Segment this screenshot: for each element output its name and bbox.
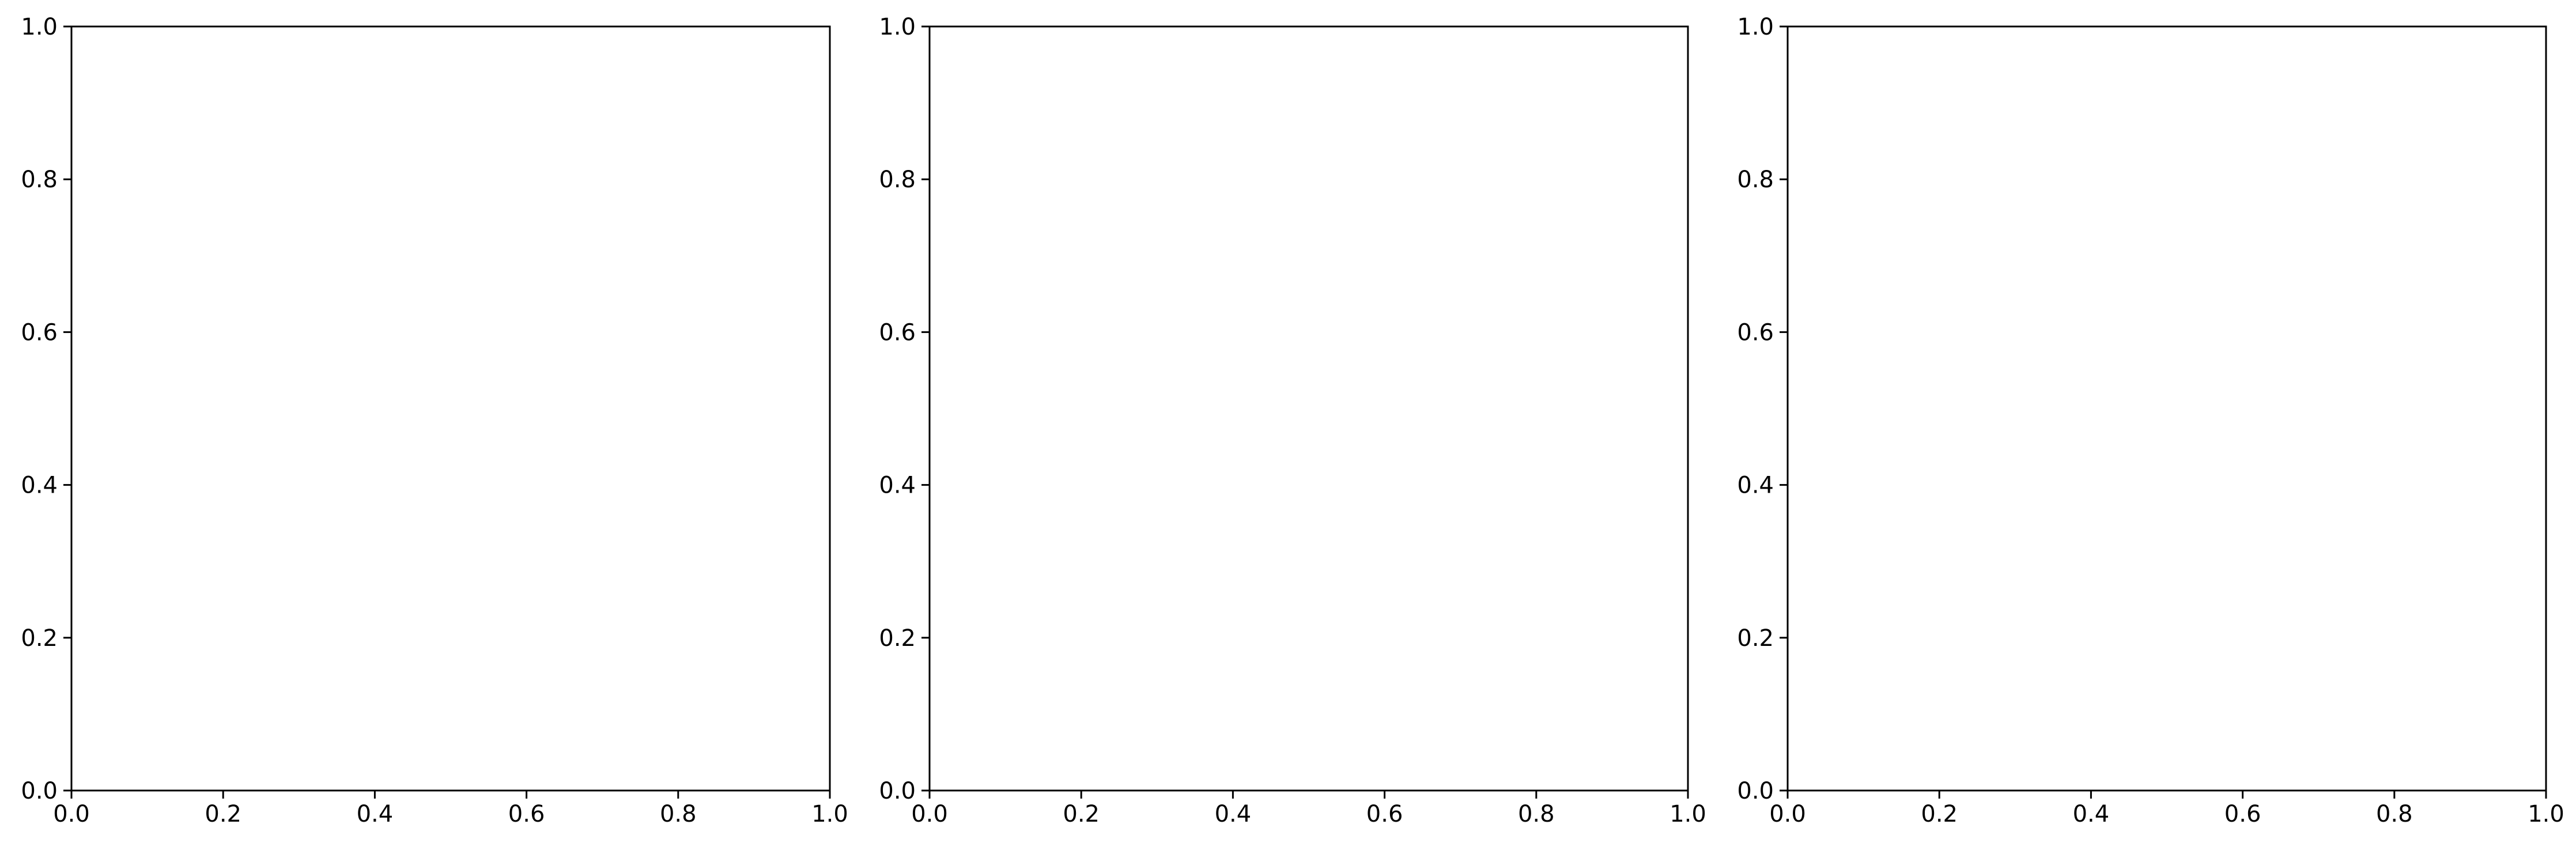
y-tick-label: 0.4 <box>1737 472 1774 499</box>
y-tick-label: 0.2 <box>879 625 916 652</box>
x-tick-label: 1.0 <box>811 801 848 827</box>
y-tick-label: 0.4 <box>21 472 58 499</box>
y-tick-label: 0.0 <box>1737 778 1774 804</box>
y-tick-label: 1.0 <box>879 14 916 40</box>
y-tick-label: 0.2 <box>1737 625 1774 652</box>
x-tick-label: 0.0 <box>53 801 90 827</box>
x-tick-label: 0.6 <box>2224 801 2261 827</box>
x-tick-label: 0.0 <box>911 801 948 827</box>
subplot-1: 0.0 0.2 0.4 0.6 0.8 1.0 0.0 0.2 0.4 0.6 0.8 1.0 <box>21 14 848 827</box>
x-tick-label: 0.8 <box>660 801 697 827</box>
axes-frame <box>70 25 831 792</box>
y-tick-label: 0.8 <box>1737 167 1774 193</box>
x-tick-label: 1.0 <box>2528 801 2564 827</box>
x-tick-label: 1.0 <box>1670 801 1706 827</box>
y-tick-label: 1.0 <box>1737 14 1774 40</box>
x-tick-label: 0.6 <box>508 801 545 827</box>
x-tick-label: 0.8 <box>2376 801 2413 827</box>
axes-frame <box>1786 25 2547 792</box>
x-tick-label: 0.6 <box>1366 801 1403 827</box>
y-tick-label: 0.6 <box>879 319 916 346</box>
x-tick-label: 0.0 <box>1769 801 1806 827</box>
x-tick-label: 0.2 <box>1063 801 1100 827</box>
x-tick-label: 0.4 <box>2073 801 2110 827</box>
y-tick-label: 0.4 <box>879 472 916 499</box>
axes-frame <box>928 25 1689 792</box>
subplot-3: 0.0 0.2 0.4 0.6 0.8 1.0 0.0 0.2 0.4 0.6 0.8 1.0 <box>1737 14 2564 827</box>
x-tick-label: 0.2 <box>205 801 241 827</box>
y-tick-label: 0.0 <box>21 778 58 804</box>
x-tick-label: 0.4 <box>1215 801 1252 827</box>
y-tick-label: 0.8 <box>879 167 916 193</box>
y-tick-label: 0.6 <box>21 319 58 346</box>
x-tick-label: 0.2 <box>1921 801 1958 827</box>
y-tick-label: 1.0 <box>21 14 58 40</box>
y-tick-label: 0.0 <box>879 778 916 804</box>
y-tick-label: 0.8 <box>21 167 58 193</box>
y-tick-label: 0.6 <box>1737 319 1774 346</box>
x-tick-label: 0.8 <box>1518 801 1555 827</box>
subplot-2: 0.0 0.2 0.4 0.6 0.8 1.0 0.0 0.2 0.4 0.6 0.8 1.0 <box>879 14 1706 827</box>
y-tick-label: 0.2 <box>21 625 58 652</box>
x-tick-label: 0.4 <box>357 801 394 827</box>
